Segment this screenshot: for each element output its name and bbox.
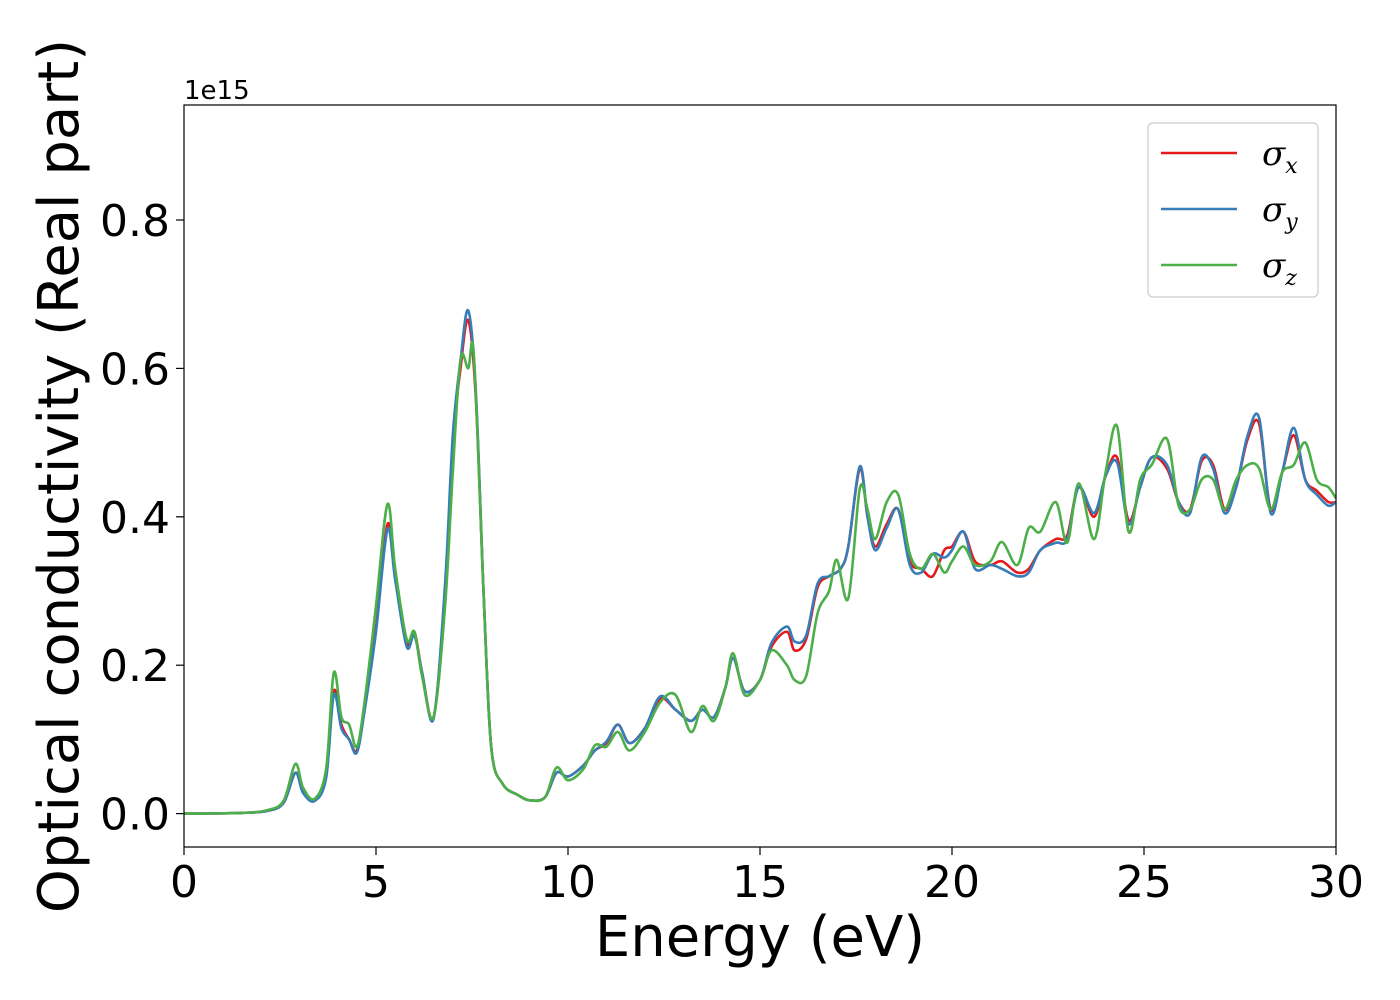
legend-label-sigma-x: σx bbox=[1262, 134, 1298, 179]
x-axis-title: Energy (eV) bbox=[595, 905, 925, 970]
x-tick-label: 20 bbox=[924, 857, 980, 908]
x-tick-label: 15 bbox=[732, 857, 788, 908]
x-tick-label: 5 bbox=[362, 857, 390, 908]
x-tick-label: 0 bbox=[170, 857, 198, 908]
x-tick-label: 30 bbox=[1308, 857, 1364, 908]
series-line-sigma-z bbox=[184, 340, 1336, 815]
y-tick-label: 0.0 bbox=[100, 790, 170, 841]
y-tick-label: 0.8 bbox=[100, 196, 170, 247]
y-axis-ticks: 0.0 0.2 0.4 0.6 0.8 bbox=[100, 196, 184, 841]
y-tick-label: 0.2 bbox=[100, 641, 170, 692]
y-tick-label: 0.6 bbox=[100, 344, 170, 395]
x-axis-ticks: 0 5 10 15 20 25 30 bbox=[170, 847, 1364, 908]
series-layer bbox=[184, 309, 1336, 815]
y-offset-label: 1e15 bbox=[184, 76, 250, 106]
x-tick-label: 10 bbox=[540, 857, 596, 908]
y-tick-label: 0.4 bbox=[100, 493, 170, 544]
plot-area bbox=[183, 104, 1337, 848]
x-tick-label: 25 bbox=[1116, 857, 1172, 908]
y-axis-title: Optical conductivity (Real part) bbox=[27, 39, 92, 913]
